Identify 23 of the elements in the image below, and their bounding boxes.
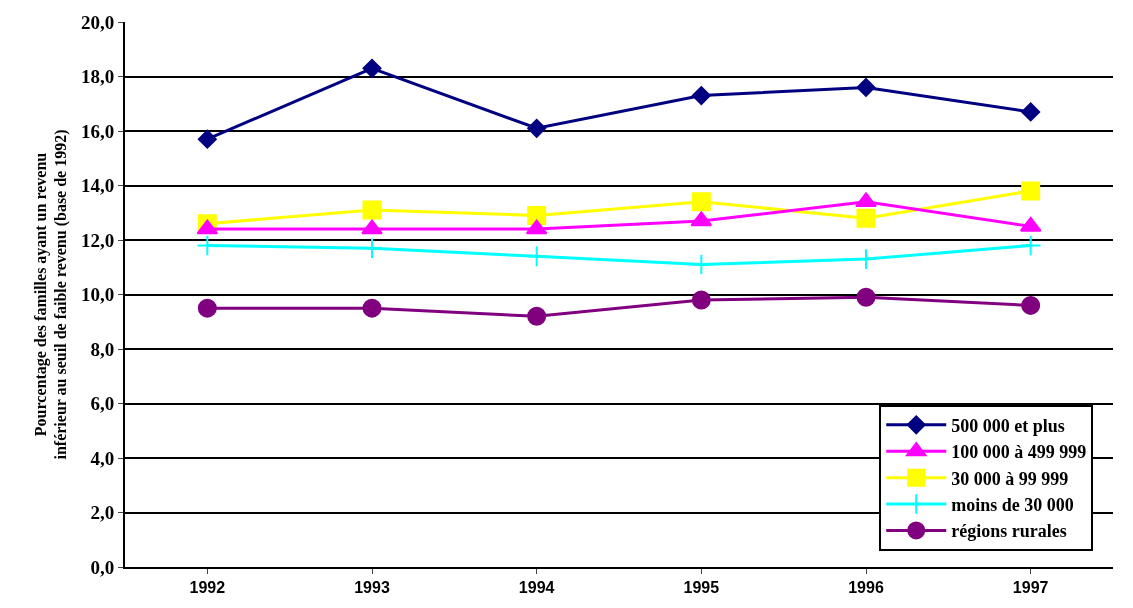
y-tick-label: 10,0 [80,284,115,306]
y-tick-label: 16,0 [80,120,115,142]
y-tick-label: 4,0 [90,447,115,469]
y-tick-label: 8,0 [90,338,115,360]
y-axis-title: Pourcentage des familles ayant un revenu inférieur au seuil de faible revenu (base de 1992) [31,129,71,460]
x-tick-label: 1992 [189,579,226,597]
legend-label: 500 000 et plus [951,415,1065,436]
legend-label: régions rurales [951,521,1067,542]
x-tick-label: 1996 [848,579,884,597]
legend-label: moins de 30 000 [951,495,1074,516]
x-tick-label: 1995 [683,579,720,597]
x-tick-label: 1994 [518,579,555,597]
y-tick-label: 12,0 [80,229,115,251]
y-tick-label: 2,0 [90,502,115,524]
y-tick-label: 20,0 [80,11,115,33]
y-tick-label: 6,0 [90,393,115,415]
y-tick-label: 0,0 [90,556,115,578]
legend-label: 100 000 à 499 999 [951,442,1087,463]
legend-label: 30 000 à 99 999 [951,468,1069,489]
x-tick-label: 1997 [1012,579,1049,597]
x-tick-label: 1993 [354,579,390,597]
y-tick-label: 18,0 [80,66,115,88]
y-tick-label: 14,0 [80,175,115,197]
